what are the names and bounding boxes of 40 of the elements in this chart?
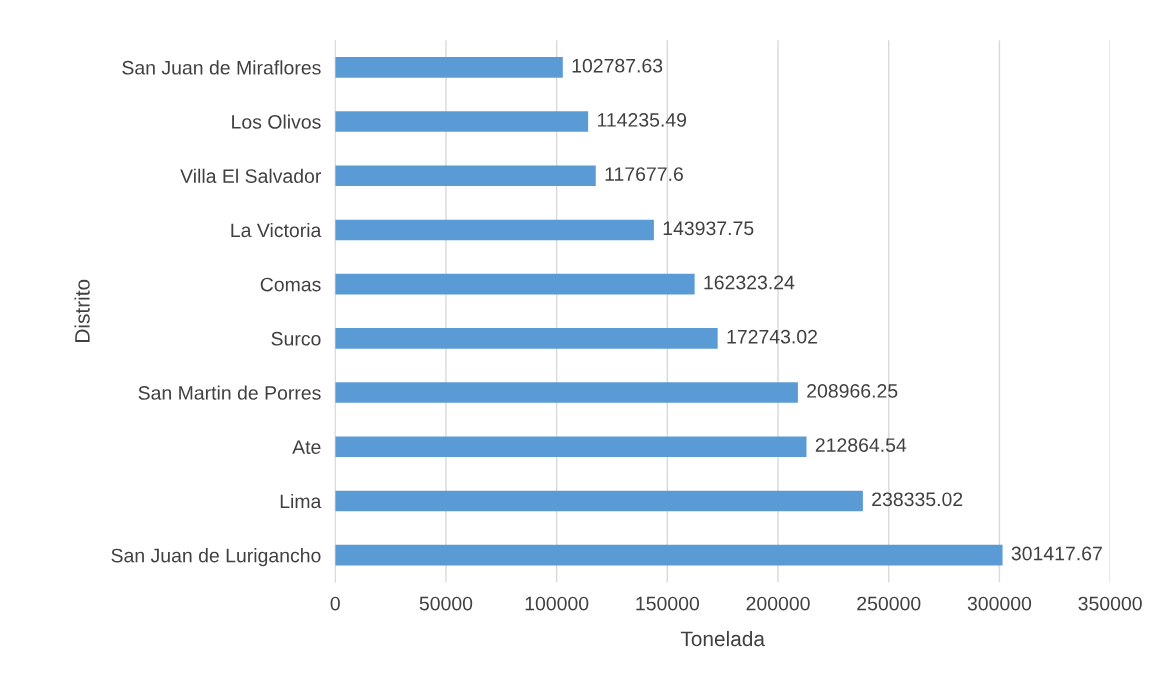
x-tick-label: 200000: [746, 596, 810, 611]
x-tick-label: 50000: [419, 596, 473, 611]
y-tick-label: San Juan de Lurigancho: [111, 548, 321, 567]
data-label: 238335.02: [872, 492, 963, 507]
y-tick-label: Surco: [271, 331, 321, 346]
data-label: 102787.63: [572, 58, 663, 73]
bar: [335, 490, 863, 512]
bar: [335, 219, 654, 241]
y-tick-label: Comas: [260, 277, 321, 292]
data-label: 172743.02: [727, 329, 817, 344]
x-tick-label: 150000: [636, 596, 700, 611]
y-tick-label: San Juan de Miraflores: [122, 60, 321, 75]
bar: [335, 57, 563, 78]
bar: [335, 273, 695, 295]
bar: [335, 382, 798, 403]
y-tick-label: Villa El Salvador: [180, 168, 322, 183]
x-tick-label: 300000: [967, 596, 1032, 611]
bar: [335, 328, 718, 349]
bar: [335, 544, 1003, 566]
y-tick-label: San Martin de Porres: [138, 385, 321, 400]
y-axis-title: Distrito: [74, 279, 90, 342]
bar: [335, 165, 596, 187]
y-tick-label: Ate: [292, 440, 321, 454]
y-tick-label: Lima: [280, 493, 322, 509]
x-tick-label: 250000: [857, 596, 921, 611]
x-tick-label: 100000: [525, 596, 589, 611]
x-tick-label: 350000: [1078, 596, 1142, 611]
data-label: 117677.6: [605, 167, 683, 181]
data-label: 114235.49: [597, 113, 687, 127]
data-label: 162323.24: [704, 275, 795, 290]
y-tick-label: La Victoria: [231, 222, 322, 238]
bar: [335, 111, 589, 132]
data-label: 301417.67: [1011, 546, 1102, 561]
x-axis-title: Tonelada: [680, 630, 765, 647]
data-label: 212864.54: [815, 438, 907, 452]
data-label: 143937.75: [663, 221, 754, 236]
x-tick-label: 0: [330, 596, 340, 611]
y-tick-label: Los Olivos: [232, 114, 321, 129]
bar: [335, 436, 807, 458]
data-label: 208966.25: [807, 384, 898, 398]
